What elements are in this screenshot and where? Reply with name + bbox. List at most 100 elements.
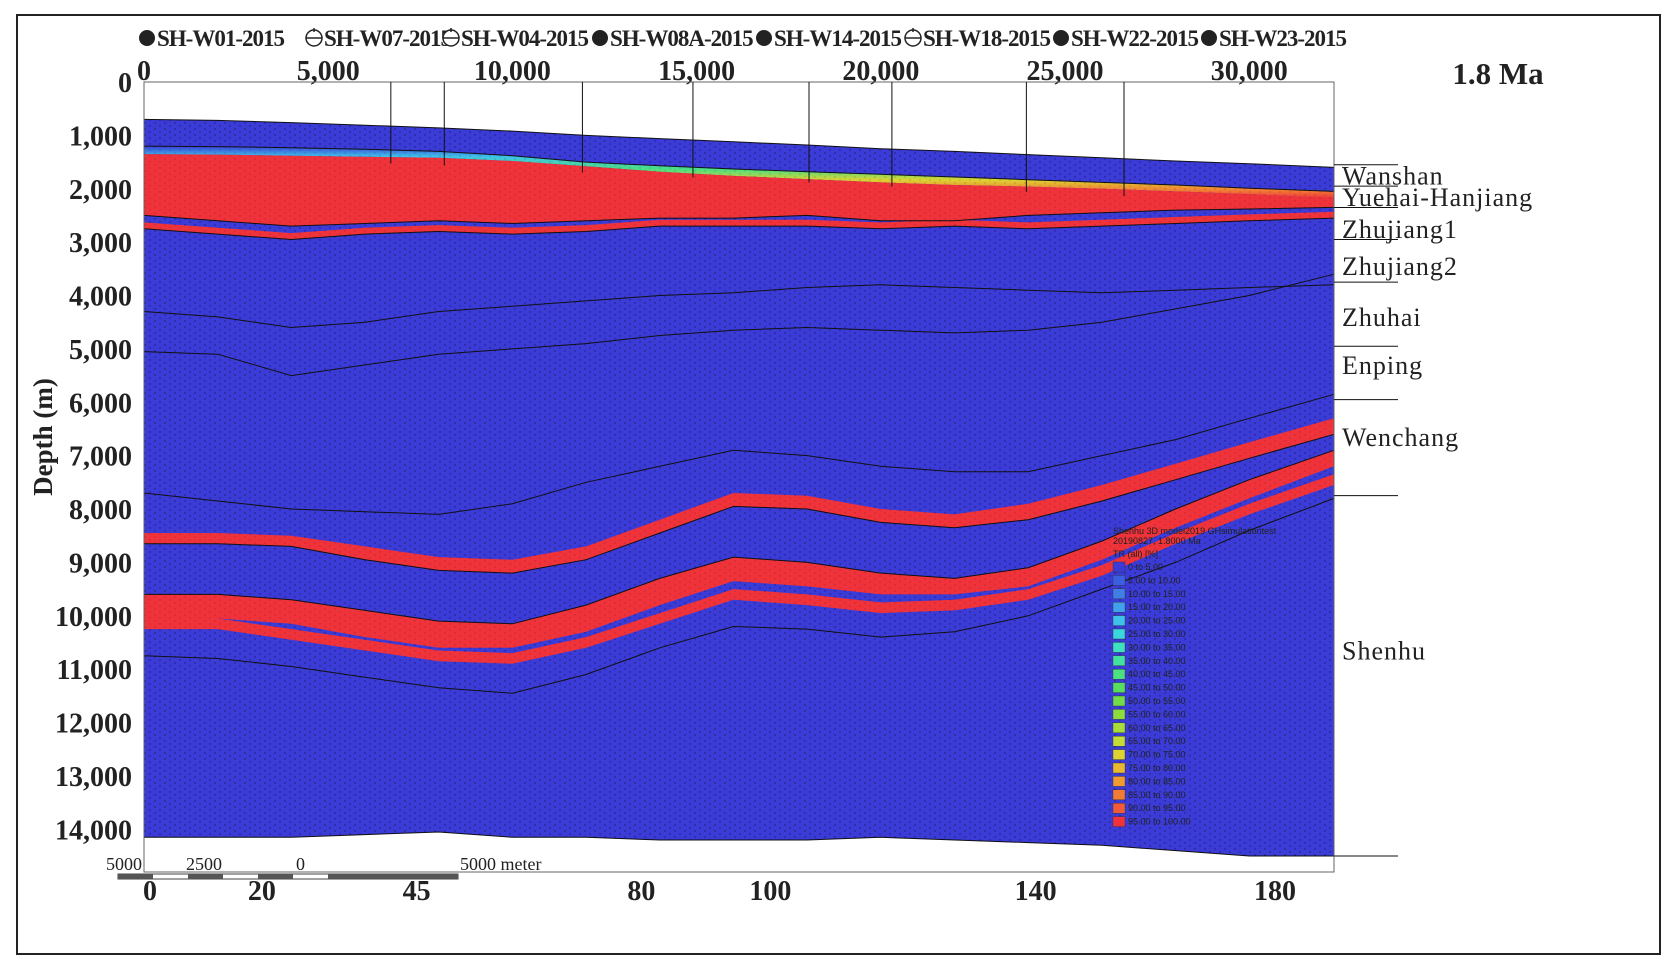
well-legend-item: SH-W07-2015 — [305, 26, 453, 51]
well-marker-icon — [1053, 30, 1069, 46]
formation-label: Shenhu — [1342, 636, 1426, 665]
y-tick-label: 1,000 — [69, 121, 132, 152]
legend-entry: 95.00 to 100.00 — [1128, 817, 1191, 827]
legend-header-date: 20190827, 1.8000 Ma — [1113, 536, 1201, 546]
bottom-x-tick-label: 0 — [143, 876, 157, 907]
horizon-line-basement — [144, 831, 1334, 857]
top-x-tick-label: 0 — [137, 56, 151, 87]
formation-label: Wanshan — [1342, 161, 1444, 190]
bottom-x-tick-label: 140 — [1015, 876, 1057, 907]
scale-bar-label: 2500 — [186, 854, 222, 874]
legend-header: Shenhu 3D model2019 GHsimulationtest — [1113, 526, 1277, 536]
tr-color-legend: Shenhu 3D model2019 GHsimulationtest2019… — [1112, 526, 1277, 827]
well-marker-icon — [1201, 30, 1217, 46]
y-tick-label: 4,000 — [69, 282, 132, 313]
y-tick-label: 13,000 — [55, 762, 132, 793]
legend-swatch — [1112, 709, 1126, 720]
horizon-line-zhujiang1-base — [143, 217, 1335, 241]
formation-label: Zhujiang1 — [1342, 215, 1458, 244]
well-legend-item: SH-W18-2015 — [904, 26, 1052, 51]
horizon-line-upper-hot-base — [144, 433, 1335, 574]
y-tick-label: 3,000 — [69, 228, 132, 259]
well-marker-icon — [592, 30, 608, 46]
bottom-x-tick-label: 20 — [248, 876, 276, 907]
horizon-line-wenchang-base — [143, 497, 1335, 694]
cross-section-chart: SH-W01-2015 SH-W07-2015 SH-W04-2015 SH-W08A… — [28, 26, 1544, 907]
scale-bar-label: 5000 — [106, 854, 142, 874]
legend-entry: 70.00 to 75.00 — [1128, 750, 1186, 760]
legend-entry: 10.00 to 15.00 — [1128, 589, 1186, 599]
y-tick-label: 6,000 — [69, 388, 132, 419]
y-tick-label: 8,000 — [69, 495, 132, 526]
legend-swatch — [1112, 789, 1126, 800]
horizon-line-lower-hot-top — [144, 449, 1335, 625]
legend-swatch — [1112, 642, 1126, 653]
legend-swatch — [1112, 803, 1126, 814]
legend-entry: 50.00 to 55.00 — [1128, 696, 1186, 706]
horizon-line-seabed — [143, 118, 1335, 168]
horizon-line-wanshan-base — [143, 145, 1335, 192]
legend-entry: 30.00 to 35.00 — [1128, 642, 1186, 652]
legend-swatch — [1112, 695, 1126, 707]
scale-bar: 5000 2500 0 5000 meter — [106, 854, 541, 880]
legend-entry: 40.00 to 45.00 — [1128, 669, 1186, 679]
scale-bar-segment — [258, 874, 293, 879]
well-name: SH-W22-2015 — [1071, 26, 1199, 51]
legend-entry: 75.00 to 80.00 — [1128, 763, 1186, 773]
well-marker-icon — [756, 30, 772, 46]
y-tick-label: 9,000 — [69, 548, 132, 579]
legend-entry: 45.00 to 50.00 — [1128, 683, 1186, 693]
legend-swatch — [1112, 682, 1126, 693]
legend-swatch — [1112, 628, 1126, 640]
bottom-x-tick-label: 100 — [749, 876, 791, 907]
legend-entry: 5.00 to 10.00 — [1128, 575, 1181, 585]
well-name: SH-W01-2015 — [157, 26, 285, 51]
well-legend-item: SH-W23-2015 — [1201, 26, 1348, 51]
well-name: SH-W23-2015 — [1219, 26, 1347, 51]
well-marker-icon — [139, 30, 155, 46]
well-name: SH-W14-2015 — [774, 26, 902, 51]
legend-entry: 55.00 to 60.00 — [1128, 709, 1186, 719]
legend-swatch — [1112, 762, 1126, 774]
y-tick-label: 7,000 — [69, 442, 132, 473]
legend-swatch — [1112, 655, 1126, 666]
well-legend-item: SH-W14-2015 — [756, 26, 903, 51]
legend-swatch — [1112, 816, 1126, 827]
figure-frame: SH-W01-2015 SH-W07-2015 SH-W04-2015 SH-W08A… — [16, 14, 1661, 955]
bottom-x-tick-label: 180 — [1254, 876, 1296, 907]
plot-border — [143, 81, 1335, 873]
y-tick-label: 5,000 — [69, 335, 132, 366]
y-tick-label: 14,000 — [55, 815, 132, 846]
legend-swatch — [1112, 615, 1126, 626]
legend-entry: 85.00 to 90.00 — [1128, 790, 1186, 800]
chart-title: 1.8 Ma — [1452, 56, 1544, 91]
scale-bar-segment — [328, 874, 458, 879]
legend-swatch — [1112, 776, 1126, 787]
y-axis-label: Depth (m) — [28, 378, 58, 496]
legend-swatch — [1112, 561, 1126, 573]
horizon-line-enping-base — [143, 393, 1335, 515]
bottom-x-axis: 0 20 45 80 100 140 180 — [143, 876, 1296, 907]
legend-swatch — [1112, 588, 1126, 599]
scale-bar-label: 5000 meter — [460, 854, 541, 874]
scale-bar-segment — [188, 874, 223, 879]
legend-swatch — [1112, 575, 1126, 586]
legend-swatch — [1112, 602, 1126, 613]
legend-swatch — [1112, 749, 1126, 760]
y-tick-label: 12,000 — [55, 709, 132, 740]
y-tick-label: 11,000 — [57, 655, 132, 686]
legend-entry: 90.00 to 95.00 — [1128, 803, 1186, 813]
bottom-x-tick-label: 45 — [403, 876, 431, 907]
texture-overlay — [144, 119, 1334, 856]
legend-entry: 20.00 to 25.00 — [1128, 616, 1186, 626]
well-name: SH-W07-2015 — [324, 26, 452, 51]
legend-swatch — [1112, 736, 1126, 747]
legend-swatch — [1112, 722, 1126, 733]
formation-label: Zhujiang2 — [1342, 252, 1458, 281]
well-name: SH-W04-2015 — [461, 26, 589, 51]
formation-label: Yuehai-Hanjiang — [1342, 183, 1533, 212]
legend-swatch — [1112, 669, 1126, 680]
well-legend-item: SH-W04-2015 — [442, 26, 590, 51]
y-tick-label: 10,000 — [55, 602, 132, 633]
